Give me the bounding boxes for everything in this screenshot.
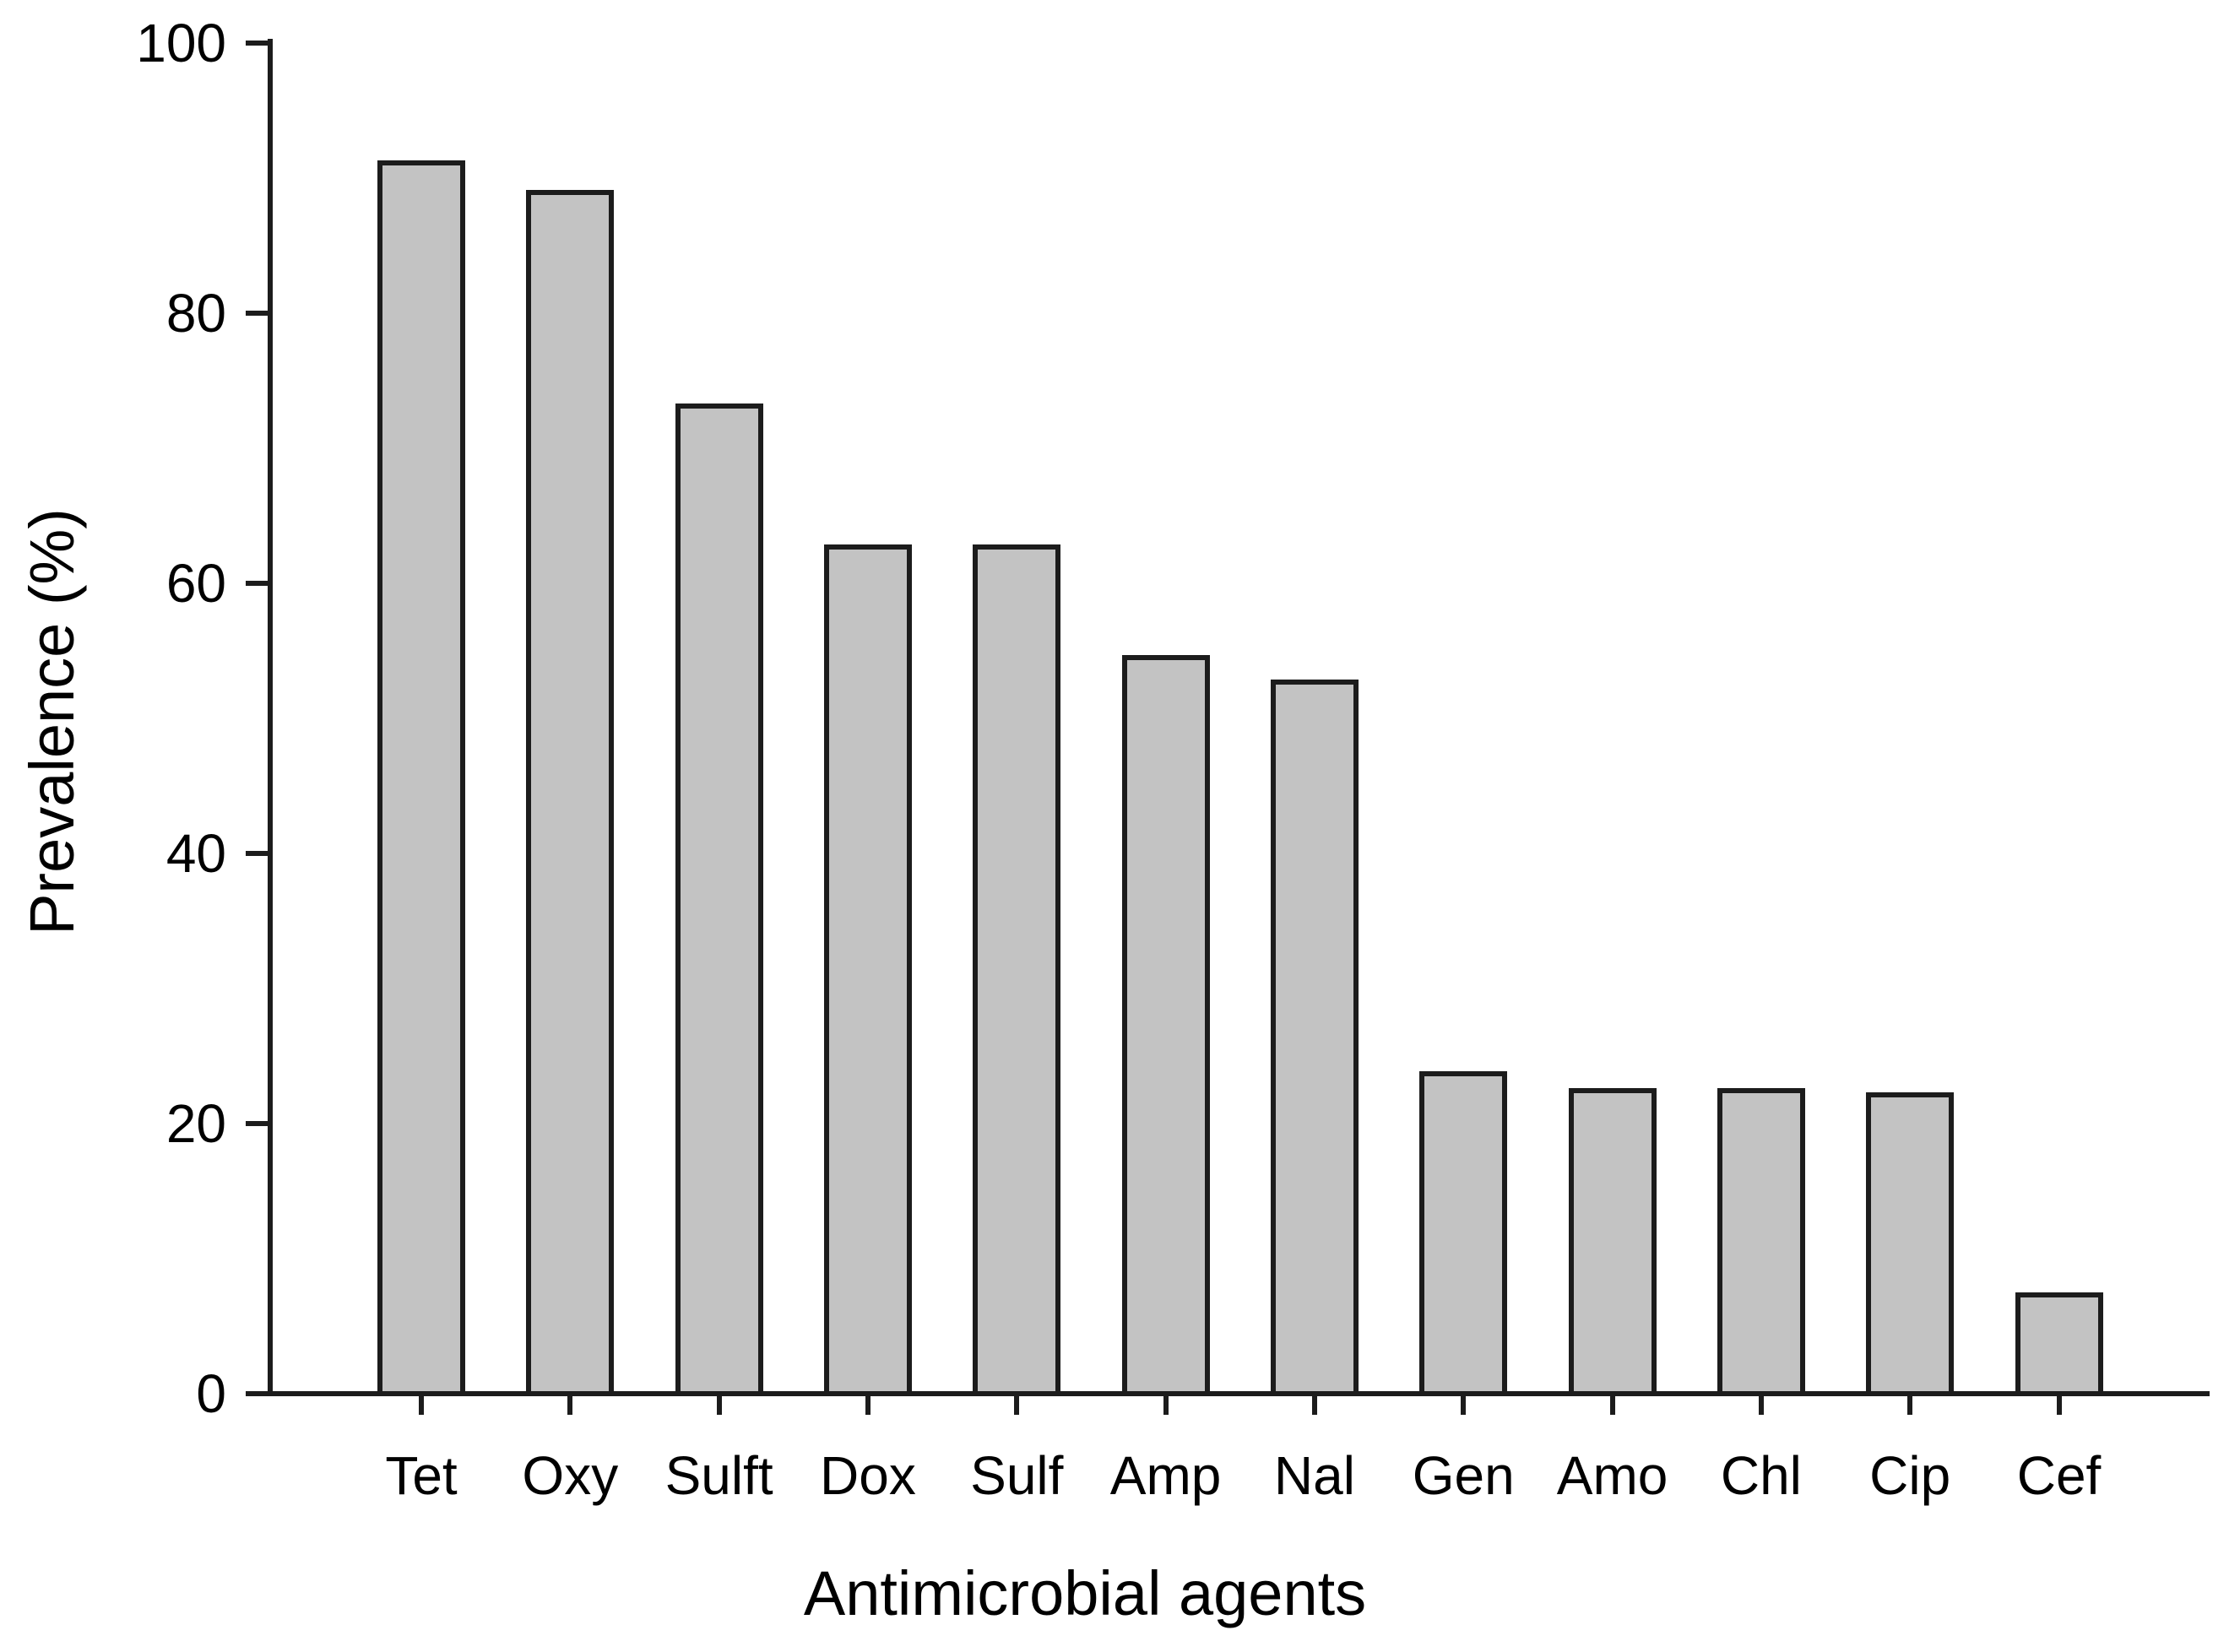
y-tick-label: 40 [165, 823, 226, 884]
x-axis-line [268, 1391, 2210, 1396]
x-tick-label: Sulf [970, 1445, 1064, 1506]
bar [1866, 1092, 1955, 1396]
x-tick-label: Chl [1720, 1445, 1802, 1506]
x-tick-label: Amp [1109, 1445, 1222, 1506]
x-tick-label: Tet [385, 1445, 458, 1506]
bar [1121, 654, 1210, 1396]
bar [1270, 679, 1359, 1396]
bar [2015, 1292, 2103, 1396]
y-tick [246, 41, 268, 46]
x-tick [1758, 1396, 1764, 1415]
x-tick-label: Cip [1869, 1445, 1951, 1506]
y-tick-label: 100 [136, 13, 226, 73]
x-tick [865, 1396, 871, 1415]
x-tick [1609, 1396, 1615, 1415]
x-tick-label: Gen [1412, 1445, 1515, 1506]
y-tick [246, 1391, 268, 1396]
x-tick [1907, 1396, 1913, 1415]
bar [823, 544, 912, 1396]
bar [377, 160, 465, 1396]
bar [1568, 1088, 1657, 1396]
x-tick-label: Cef [2016, 1445, 2102, 1506]
x-tick [2056, 1396, 2062, 1415]
y-tick-label: 0 [196, 1363, 226, 1424]
x-axis-title: Antimicrobial agents [803, 1558, 1367, 1628]
x-tick-label: Dox [820, 1445, 916, 1506]
y-tick-label: 60 [165, 553, 226, 614]
x-tick [1461, 1396, 1467, 1415]
x-tick [716, 1396, 722, 1415]
y-tick-label: 20 [165, 1093, 226, 1154]
x-tick-label: Sulft [664, 1445, 773, 1506]
x-tick [1311, 1396, 1317, 1415]
y-tick [246, 581, 268, 586]
bar [1717, 1088, 1805, 1396]
x-tick [567, 1396, 573, 1415]
y-tick [246, 851, 268, 856]
bar [675, 404, 763, 1396]
bar [973, 544, 1061, 1396]
x-tick-label: Amo [1556, 1445, 1668, 1506]
x-tick-label: Nal [1273, 1445, 1355, 1506]
x-tick [1014, 1396, 1020, 1415]
bar [526, 190, 615, 1396]
x-tick-label: Oxy [522, 1445, 619, 1506]
bar [1419, 1070, 1508, 1396]
y-tick [246, 1121, 268, 1126]
x-tick [1163, 1396, 1169, 1415]
y-tick-label: 80 [165, 283, 226, 344]
x-tick [419, 1396, 424, 1415]
y-tick [246, 311, 268, 316]
y-axis-line [268, 39, 273, 1396]
